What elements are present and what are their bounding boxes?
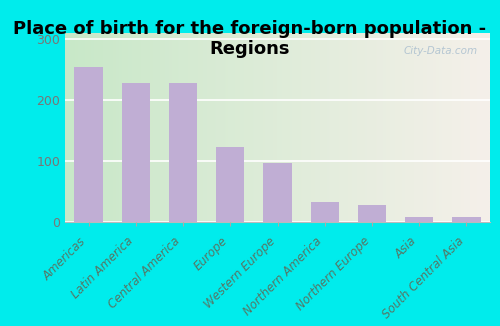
Text: South Central Asia: South Central Asia [380, 235, 466, 321]
Bar [169, 82, 197, 222]
Bar [452, 217, 480, 222]
Bar [358, 205, 386, 222]
Bar [405, 217, 434, 222]
Bar [310, 202, 339, 222]
Text: Northern America: Northern America [242, 235, 324, 318]
Text: Place of birth for the foreign-born population -
Regions: Place of birth for the foreign-born popu… [14, 20, 486, 58]
Text: Latin America: Latin America [69, 235, 136, 302]
Text: Western Europe: Western Europe [202, 235, 278, 311]
Bar [264, 163, 291, 222]
Bar [216, 147, 244, 222]
Text: Asia: Asia [392, 235, 419, 261]
Text: City-Data.com: City-Data.com [403, 46, 477, 56]
Text: Americas: Americas [40, 235, 88, 283]
Text: Europe: Europe [192, 235, 230, 274]
Text: Central America: Central America [106, 235, 183, 311]
Bar [74, 67, 103, 222]
Text: Northern Europe: Northern Europe [294, 235, 372, 313]
Bar [122, 82, 150, 222]
